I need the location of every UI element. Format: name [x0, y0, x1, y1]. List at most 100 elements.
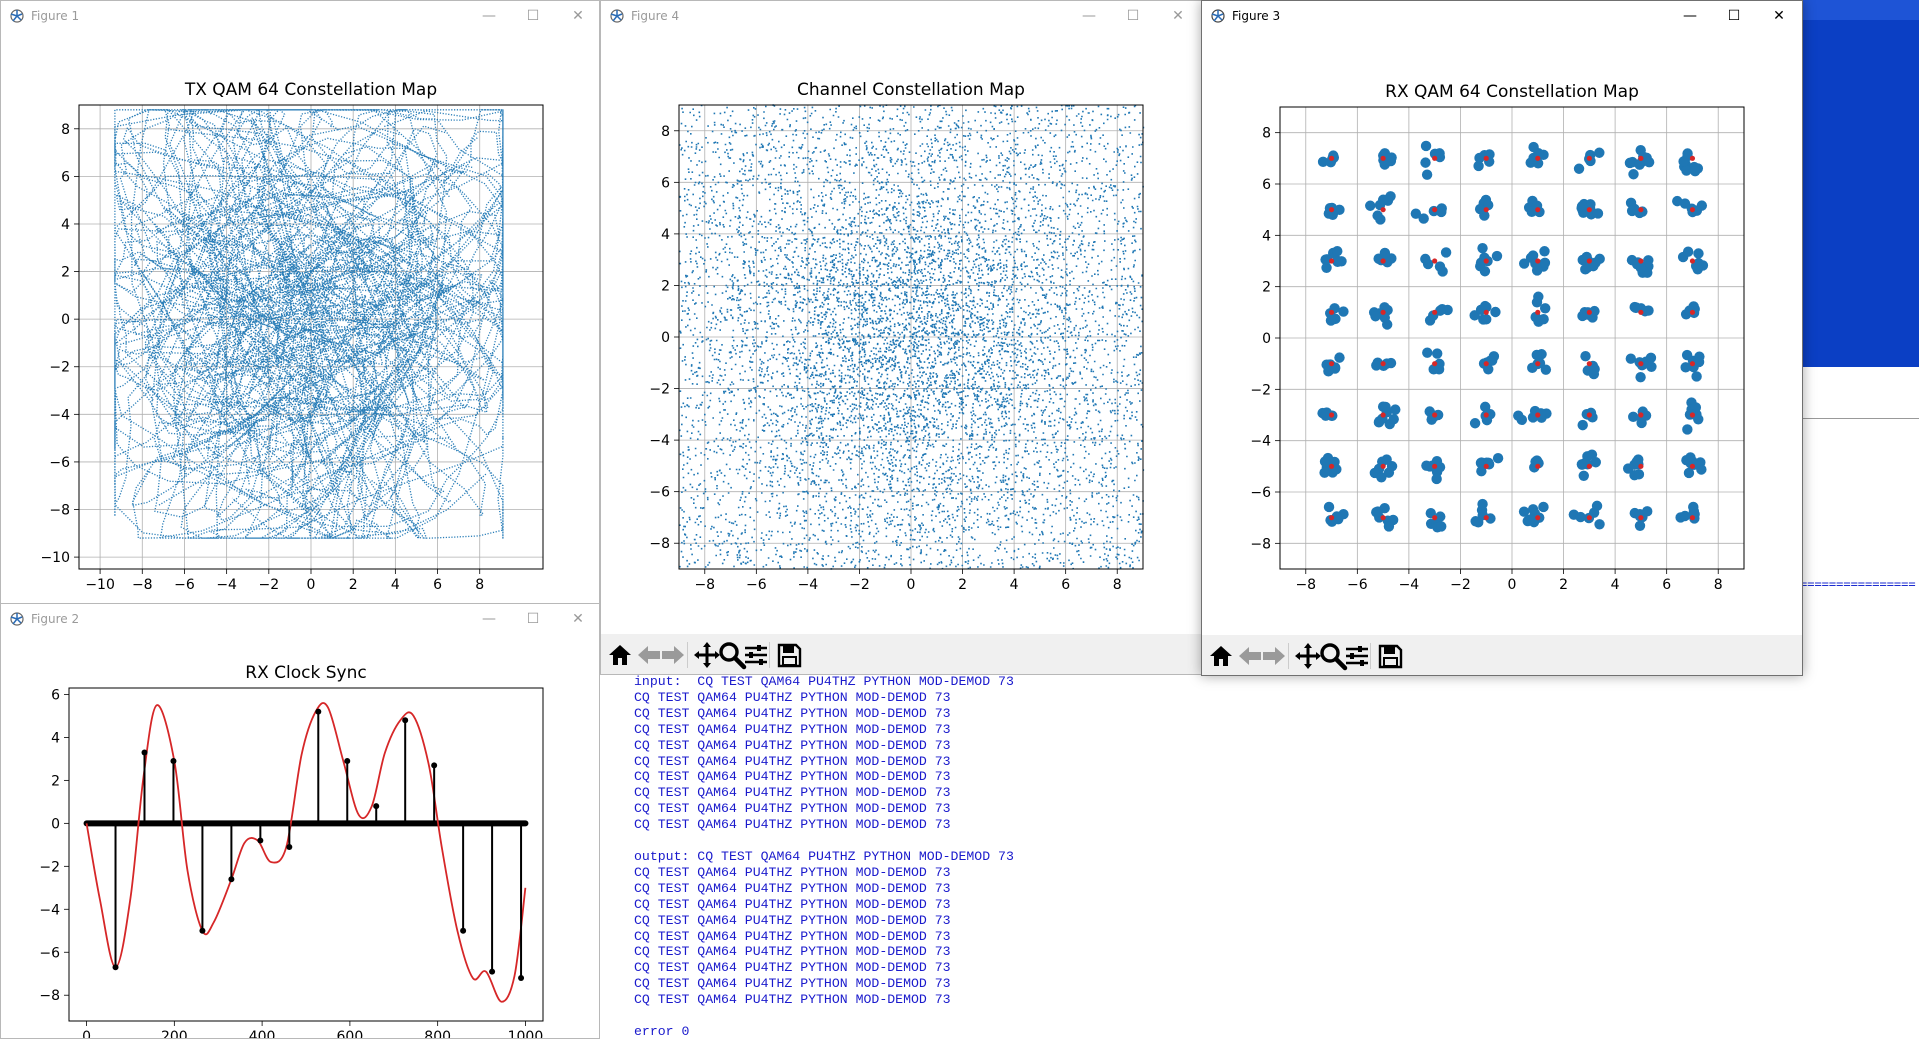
ideal-symbol [1483, 515, 1489, 521]
axes-frame [68, 687, 544, 1022]
received-symbol [1628, 169, 1639, 180]
ideal-symbol [1689, 515, 1696, 521]
received-symbol [1642, 506, 1653, 517]
received-symbol [1323, 501, 1335, 513]
received-symbol [1539, 257, 1551, 269]
title-bar[interactable]: Figure 1 — ☐ ✕ [1, 1, 599, 31]
ideal-symbol [1328, 412, 1335, 418]
received-symbol [1319, 467, 1330, 478]
received-symbol [1518, 258, 1530, 269]
x-tick-label: 8 [1714, 577, 1723, 593]
received-symbol [1323, 366, 1334, 377]
figure-3-window[interactable]: Figure 3 — ☐ ✕ RX QAM 64 Constellation M… [1201, 0, 1803, 676]
maximize-button[interactable]: ☐ [526, 611, 540, 627]
console-line: CQ TEST QAM64 PU4THZ PYTHON MOD-DEMOD 73 [634, 992, 951, 1008]
console-line: CQ TEST QAM64 PU4THZ PYTHON MOD-DEMOD 73 [634, 944, 951, 960]
minimize-button[interactable]: — [1082, 8, 1096, 24]
received-symbol [1476, 466, 1487, 477]
x-tick-label: −8 [132, 577, 153, 593]
received-symbol [1533, 147, 1544, 159]
constellation-cluster [1523, 195, 1545, 218]
sample-marker [489, 968, 496, 975]
received-symbol [1589, 363, 1600, 375]
x-tick-label: −4 [1399, 577, 1420, 593]
figure-2-window[interactable]: Figure 2 — ☐ ✕ RX Clock Sync 0 200 400 600 80… [0, 603, 600, 1039]
maximize-button[interactable]: ☐ [1727, 8, 1741, 24]
window-title: Figure 1 [31, 9, 80, 23]
close-button[interactable]: ✕ [1773, 8, 1785, 24]
ideal-symbol [1328, 155, 1335, 161]
configure-button[interactable] [741, 640, 771, 670]
y-tick-label: −10 [40, 550, 70, 566]
maximize-button[interactable]: ☐ [1126, 8, 1140, 24]
ideal-symbol [1638, 361, 1644, 367]
received-symbol [1594, 519, 1605, 530]
received-symbol [1491, 250, 1503, 262]
minimize-button[interactable]: — [482, 611, 496, 627]
maximize-button[interactable]: ☐ [526, 8, 540, 24]
save-button[interactable] [774, 640, 804, 670]
console-line: CQ TEST QAM64 PU4THZ PYTHON MOD-DEMOD 73 [634, 864, 951, 880]
x-tick-label: 4 [1010, 577, 1019, 593]
window-title: Figure 4 [631, 9, 680, 23]
received-symbol [1379, 247, 1391, 259]
rx-constellation-plot[interactable]: RX QAM 64 Constellation Map −8 −6 −4 −2 0 2 4 6 8… [1202, 1, 1803, 635]
home-button[interactable] [605, 640, 635, 670]
desktop-background [1790, 0, 1919, 367]
home-button[interactable] [1206, 641, 1236, 671]
title-bar[interactable]: Figure 2 — ☐ ✕ [1, 604, 599, 634]
ideal-symbol [1483, 155, 1489, 161]
received-symbol [1422, 347, 1433, 358]
tx-constellation-plot[interactable]: TX QAM 64 Constellation Map −10 −8 −6 −4 −2 0 2… [1, 1, 600, 605]
constellation-cluster [1678, 148, 1704, 177]
constellation-cluster [1373, 247, 1397, 268]
received-symbol [1538, 501, 1549, 513]
forward-arrow-button[interactable] [658, 640, 688, 670]
received-symbol [1480, 401, 1491, 413]
title-bar[interactable]: Figure 4 — ☐ ✕ [601, 1, 1201, 31]
y-tick-label: −6 [49, 455, 70, 471]
pan-button[interactable] [692, 640, 722, 670]
ideal-symbol [1432, 309, 1438, 315]
received-symbol [1681, 165, 1692, 176]
title-bar[interactable]: Figure 3 — ☐ ✕ [1202, 1, 1802, 31]
figure-1-window[interactable]: Figure 1 — ☐ ✕ TX QAM 64 Constellation M… [0, 0, 600, 605]
constellation-cluster [1513, 405, 1552, 426]
clock-sync-plot[interactable]: RX Clock Sync 0 200 400 600 800 1000 6 4 2 0 −2 −4 −6… [1, 604, 600, 1039]
console-line: CQ TEST QAM64 PU4THZ PYTHON MOD-DEMOD 73 [634, 689, 951, 705]
received-symbol [1474, 152, 1485, 164]
ideal-symbol [1328, 361, 1335, 367]
zoom-button[interactable] [1318, 641, 1348, 671]
close-button[interactable]: ✕ [572, 8, 584, 24]
configure-button[interactable] [1342, 641, 1372, 671]
back-arrow-button[interactable] [634, 640, 664, 670]
minimize-button[interactable]: — [482, 8, 496, 24]
x-tick-label: −6 [746, 577, 767, 593]
console-line: CQ TEST QAM64 PU4THZ PYTHON MOD-DEMOD 73 [634, 817, 951, 833]
x-tick-label: 200 [161, 1029, 188, 1039]
ideal-symbol [1432, 361, 1438, 367]
constellation-cluster [1323, 501, 1349, 527]
console-line: CQ TEST QAM64 PU4THZ PYTHON MOD-DEMOD 73 [634, 801, 951, 817]
received-symbol [1371, 360, 1382, 371]
save-button[interactable] [1375, 641, 1405, 671]
channel-constellation-plot[interactable]: Channel Constellation Map −8 −6 −4 −2 0 2 4 6 8 8 6… [601, 1, 1202, 634]
minimize-button[interactable]: — [1683, 8, 1697, 24]
zoom-button[interactable] [717, 640, 747, 670]
constellation-cluster [1530, 291, 1551, 327]
zoom-icon [719, 642, 747, 670]
forward-arrow-button[interactable] [1259, 641, 1289, 671]
pan-button[interactable] [1293, 641, 1323, 671]
back-arrow-button[interactable] [1235, 641, 1265, 671]
x-tick-label: 2 [1559, 577, 1568, 593]
back-arrow-icon [638, 646, 660, 664]
received-symbol [1390, 404, 1401, 415]
ideal-symbol [1535, 309, 1541, 315]
constellation-cluster [1626, 254, 1654, 278]
received-symbol [1432, 348, 1443, 359]
ideal-symbol [1586, 258, 1592, 264]
close-button[interactable]: ✕ [572, 611, 584, 627]
close-button[interactable]: ✕ [1172, 8, 1184, 24]
received-symbol [1435, 305, 1446, 316]
figure-4-window[interactable]: Figure 4 — ☐ ✕ Channel Constellation Map… [600, 0, 1202, 675]
